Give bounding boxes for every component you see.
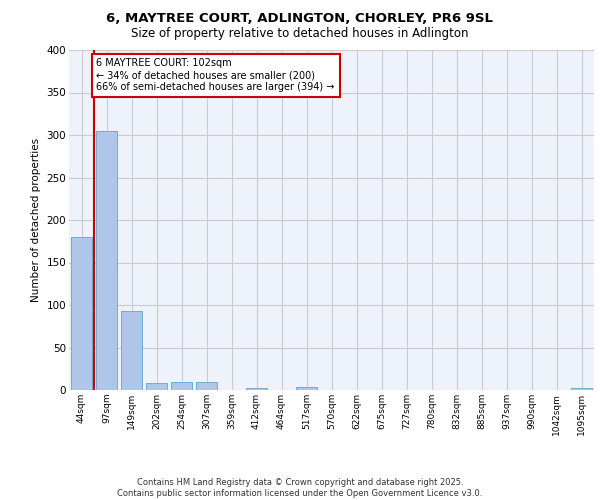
Text: 6 MAYTREE COURT: 102sqm
← 34% of detached houses are smaller (200)
66% of semi-d: 6 MAYTREE COURT: 102sqm ← 34% of detache… bbox=[97, 58, 335, 92]
Bar bbox=[296, 388, 317, 390]
Bar bbox=[121, 311, 142, 390]
Bar bbox=[71, 237, 92, 390]
Text: Size of property relative to detached houses in Adlington: Size of property relative to detached ho… bbox=[131, 28, 469, 40]
Bar bbox=[171, 382, 192, 390]
Y-axis label: Number of detached properties: Number of detached properties bbox=[31, 138, 41, 302]
Bar bbox=[146, 383, 167, 390]
Text: 6, MAYTREE COURT, ADLINGTON, CHORLEY, PR6 9SL: 6, MAYTREE COURT, ADLINGTON, CHORLEY, PR… bbox=[107, 12, 493, 26]
Bar bbox=[571, 388, 592, 390]
Bar bbox=[196, 382, 217, 390]
Text: Contains HM Land Registry data © Crown copyright and database right 2025.
Contai: Contains HM Land Registry data © Crown c… bbox=[118, 478, 482, 498]
Bar bbox=[96, 130, 117, 390]
Bar bbox=[246, 388, 267, 390]
